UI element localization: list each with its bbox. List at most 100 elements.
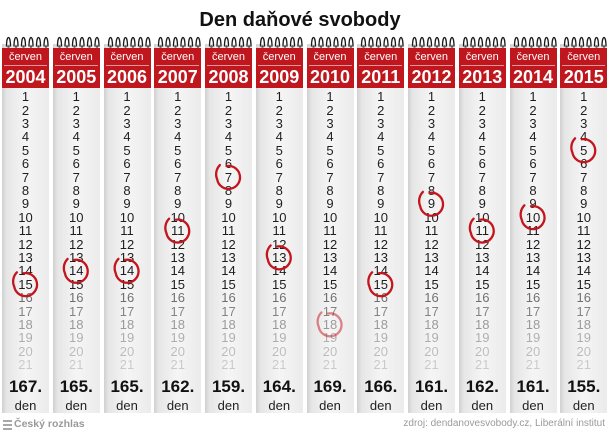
day-number: 15 bbox=[221, 276, 236, 292]
day-number: 4 bbox=[72, 129, 80, 145]
day-of-year-label: 165. bbox=[59, 377, 93, 396]
day-number: 15 bbox=[475, 276, 490, 292]
day-number: 6 bbox=[21, 156, 30, 172]
day-number: 21 bbox=[18, 357, 33, 373]
day-number: 1 bbox=[174, 89, 182, 105]
day-list: 1 2 3 4 5 6 7 8 9 10 11 12 13 14 15 16 17 18 19 20 21 bbox=[256, 90, 303, 373]
day-number: 19 bbox=[221, 330, 236, 346]
day-number: 13 bbox=[475, 249, 490, 265]
day-number: 17 bbox=[373, 303, 388, 319]
spiral-binding-icon bbox=[411, 36, 455, 48]
day-number: 13 bbox=[322, 249, 338, 265]
day-number: 11 bbox=[221, 223, 236, 239]
day-number: 16 bbox=[475, 290, 490, 306]
day-number: 14 bbox=[475, 263, 490, 279]
day-number: 21 bbox=[322, 357, 338, 373]
day-number: 4 bbox=[427, 129, 436, 145]
day-number: 12 bbox=[322, 236, 338, 252]
spiral-binding-icon bbox=[56, 36, 100, 48]
month-label: červen bbox=[364, 51, 398, 63]
day-of-year-label: 155. bbox=[567, 377, 601, 396]
day-number: 19 bbox=[424, 330, 439, 346]
month-label: červen bbox=[313, 51, 347, 63]
day-number: 6 bbox=[123, 156, 131, 172]
day-number: 15 bbox=[272, 276, 287, 292]
day-number: 6 bbox=[529, 156, 537, 172]
day-number: 1 bbox=[529, 89, 537, 105]
day-unit-label: den bbox=[420, 397, 443, 413]
header-divider bbox=[156, 65, 200, 66]
day-number: 12 bbox=[525, 236, 541, 252]
day-number: 18 bbox=[475, 316, 490, 332]
header-divider bbox=[359, 65, 403, 66]
spiral-binding-icon bbox=[462, 36, 506, 48]
day-of-year-label: 166. bbox=[364, 377, 398, 396]
calendar-sheet: červen 2008 1 2 3 4 5 6 7 8 9 10 11 12 13 14 15 16 17 18 19 2… bbox=[205, 36, 252, 413]
spiral-binding-icon bbox=[208, 36, 252, 48]
day-number: 11 bbox=[120, 223, 134, 239]
day-number: 8 bbox=[174, 183, 182, 199]
day-number: 2 bbox=[529, 102, 537, 118]
day-number: 15 bbox=[373, 276, 388, 292]
day-number: 7 bbox=[275, 169, 283, 185]
day-number: 17 bbox=[322, 303, 338, 319]
day-number: 7 bbox=[224, 169, 233, 185]
year-label: 2012 bbox=[411, 67, 452, 87]
day-number: 16 bbox=[373, 290, 388, 306]
day-number: 2 bbox=[123, 102, 131, 118]
day-number: 9 bbox=[580, 196, 588, 212]
month-header: červen 2010 bbox=[306, 48, 354, 88]
day-of-year-label: 169. bbox=[313, 377, 347, 396]
day-number: 5 bbox=[580, 142, 588, 158]
day-number: 10 bbox=[272, 209, 287, 225]
day-number: 2 bbox=[326, 102, 334, 118]
day-number: 5 bbox=[377, 142, 385, 158]
day-number: 14 bbox=[18, 263, 33, 279]
day-number: 3 bbox=[21, 116, 30, 132]
day-number: 9 bbox=[275, 196, 283, 212]
header-divider bbox=[511, 65, 555, 66]
day-number: 18 bbox=[424, 316, 439, 332]
day-number: 16 bbox=[525, 290, 541, 306]
day-number: 12 bbox=[576, 236, 591, 252]
day-list: 1 2 3 4 5 6 7 8 9 10 11 12 13 14 15 16 17 18 19 20 21 bbox=[154, 89, 201, 372]
day-number: 16 bbox=[119, 290, 135, 306]
day-number: 8 bbox=[275, 183, 283, 199]
day-number: 11 bbox=[69, 223, 84, 239]
day-number: 2 bbox=[275, 102, 283, 118]
day-number: 6 bbox=[427, 156, 436, 172]
day-number: 18 bbox=[170, 316, 185, 332]
day-number: 19 bbox=[475, 330, 490, 346]
day-number: 13 bbox=[221, 249, 236, 265]
day-number: 15 bbox=[18, 276, 33, 292]
day-number: 7 bbox=[72, 169, 80, 185]
day-number: 10 bbox=[119, 209, 135, 225]
calendar-sheet: červen 2004 1 2 3 4 5 6 7 8 9 10 11 12 13 14 15 16 17 18 19 2… bbox=[2, 36, 49, 413]
spiral-binding-icon bbox=[259, 36, 303, 48]
day-number: 7 bbox=[21, 169, 30, 185]
day-number: 7 bbox=[123, 169, 131, 185]
day-unit-label: den bbox=[471, 397, 494, 413]
day-number: 7 bbox=[377, 169, 385, 185]
day-number: 9 bbox=[427, 196, 436, 212]
day-number: 12 bbox=[373, 236, 388, 252]
day-unit-label: den bbox=[65, 397, 88, 413]
day-number: 21 bbox=[272, 357, 287, 373]
day-number: 11 bbox=[475, 223, 490, 239]
day-number: 8 bbox=[224, 183, 233, 199]
month-label: červen bbox=[211, 51, 246, 63]
day-number: 15 bbox=[322, 276, 338, 292]
day-number: 6 bbox=[580, 156, 588, 172]
day-unit-label: den bbox=[217, 397, 240, 413]
day-number: 8 bbox=[427, 183, 436, 199]
day-list: 1 2 3 4 5 6 7 8 9 10 11 12 13 14 15 16 17 18 19 20 21 bbox=[408, 90, 455, 372]
day-number: 6 bbox=[275, 156, 283, 172]
month-header: červen 2013 bbox=[458, 48, 506, 88]
day-number: 6 bbox=[174, 156, 182, 172]
day-number: 18 bbox=[373, 316, 388, 332]
day-number: 10 bbox=[475, 209, 490, 225]
day-number: 19 bbox=[119, 330, 135, 346]
spiral-binding-icon bbox=[158, 36, 201, 48]
day-number: 14 bbox=[576, 263, 591, 279]
